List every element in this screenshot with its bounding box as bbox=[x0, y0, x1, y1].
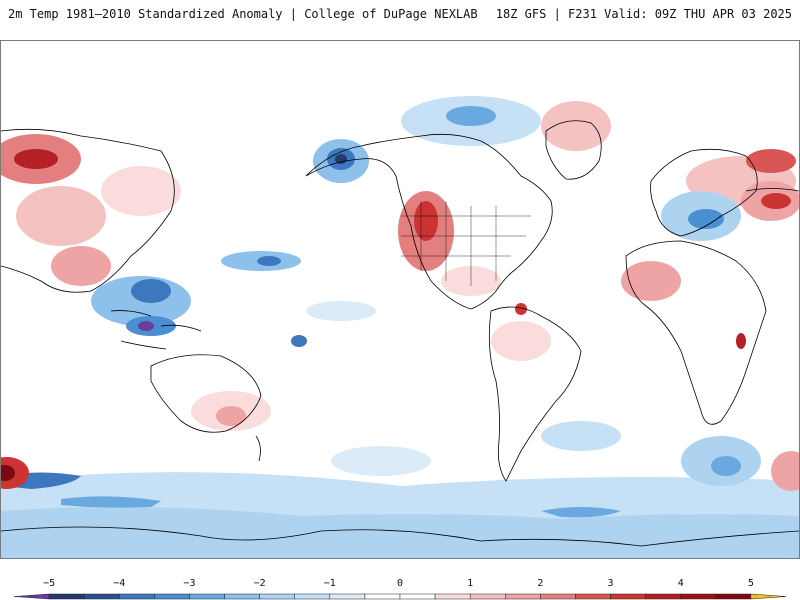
europe-coast bbox=[650, 148, 758, 237]
us-state-borders bbox=[401, 201, 531, 286]
colorbar-tick-label: −5 bbox=[43, 578, 55, 589]
far-east-warm-core bbox=[746, 149, 796, 173]
colorbar-swatch bbox=[13, 593, 50, 600]
borneo-cold-core bbox=[138, 321, 154, 331]
colorbar-swatch bbox=[119, 593, 155, 600]
colorbar-swatch bbox=[154, 593, 190, 600]
colorbar-swatch bbox=[715, 593, 752, 600]
colorbar-tick-label: 3 bbox=[608, 578, 614, 589]
asia-coast bbox=[1, 128, 175, 293]
gulf-alaska-cold-center bbox=[335, 154, 347, 164]
siberia-warm-core bbox=[14, 149, 58, 169]
coastlines bbox=[1, 120, 799, 547]
colorbar-swatch bbox=[224, 593, 260, 600]
europe-cold-core bbox=[688, 209, 724, 229]
tasman-warm-core bbox=[216, 406, 246, 426]
venezuela-warm-spot bbox=[515, 303, 527, 315]
north-america-coast bbox=[305, 133, 553, 310]
map-title: 2m Temp 1981–2010 Standardized Anomaly |… bbox=[8, 7, 478, 21]
greenland-warm bbox=[541, 101, 611, 151]
colorbar-swatch bbox=[83, 593, 120, 600]
colorbar-swatch bbox=[469, 593, 506, 600]
colorbar-swatch bbox=[364, 593, 401, 600]
canada-cold-core bbox=[446, 106, 496, 126]
indonesia-islands bbox=[110, 310, 202, 350]
colorbar-swatch bbox=[750, 593, 787, 600]
anomaly-shading bbox=[1, 96, 799, 558]
colorbar-legend: −5 −4 −3 −2 −1 0 1 2 3 4 5 bbox=[0, 565, 800, 600]
colorbar-swatch bbox=[294, 593, 331, 600]
colorbar-swatch bbox=[610, 593, 646, 600]
western-us-warm-core bbox=[414, 201, 438, 241]
colorbar-tick-label: −1 bbox=[324, 578, 336, 589]
southeast-warm bbox=[771, 451, 799, 491]
southern-ocean-cold bbox=[541, 421, 621, 451]
new-zealand-coast bbox=[255, 435, 261, 462]
colorbar-swatch bbox=[329, 593, 366, 600]
indian-ocean-cold-core bbox=[711, 456, 741, 476]
colorbar-swatch bbox=[48, 593, 85, 600]
indonesia-cold-core bbox=[131, 279, 171, 303]
colorbar-tick-label: 1 bbox=[467, 578, 473, 589]
colorbar-swatch bbox=[259, 593, 295, 600]
map-canvas bbox=[1, 96, 799, 558]
colorbar-swatch bbox=[680, 593, 717, 600]
south-america-warm bbox=[491, 321, 551, 361]
colorbar-tick-label: −3 bbox=[183, 578, 195, 589]
colorbar-swatches bbox=[13, 593, 787, 600]
middle-east-coast bbox=[745, 188, 799, 192]
central-asia-warm bbox=[16, 186, 106, 246]
antarctica-coast bbox=[1, 526, 799, 547]
colorbar-swatch bbox=[189, 593, 225, 600]
colorbar-svg: −5 −4 −3 −2 −1 0 1 2 3 4 5 bbox=[13, 578, 787, 600]
anomaly-map bbox=[0, 40, 800, 559]
colorbar-ticks: −5 −4 −3 −2 −1 0 1 2 3 4 5 bbox=[43, 578, 754, 589]
model-run-info: 18Z GFS | F231 Valid: 09Z THU APR 03 202… bbox=[495, 7, 792, 21]
antarctic-cold-band-deep bbox=[1, 507, 799, 558]
colorbar-tick-label: −4 bbox=[113, 578, 125, 589]
colorbar-swatch bbox=[540, 593, 576, 600]
australia-coast bbox=[150, 354, 262, 433]
colorbar-swatch bbox=[434, 593, 471, 600]
pacific-cold-streak-core bbox=[257, 256, 281, 266]
north-africa-warm bbox=[621, 261, 681, 301]
himalaya-warm bbox=[51, 246, 111, 286]
colorbar-swatch bbox=[399, 593, 436, 600]
africa-coast bbox=[625, 240, 767, 425]
header: 2m Temp 1981–2010 Standardized Anomaly |… bbox=[0, 0, 800, 30]
greenland-coast bbox=[545, 120, 602, 180]
colorbar-tick-label: 0 bbox=[397, 578, 403, 589]
central-pacific-cold bbox=[306, 301, 376, 321]
colorbar-tick-label: 4 bbox=[678, 578, 684, 589]
south-pacific-cold-spot bbox=[291, 335, 307, 347]
arabia-warm-core bbox=[761, 193, 791, 209]
colorbar-tick-label: 5 bbox=[748, 578, 754, 589]
east-asia-warm bbox=[101, 166, 181, 216]
south-pacific-cold bbox=[331, 446, 431, 476]
colorbar-tick-label: −2 bbox=[254, 578, 266, 589]
southwest-pacific-warm-core bbox=[1, 465, 15, 481]
colorbar-tick-label: 2 bbox=[537, 578, 543, 589]
south-america-coast bbox=[488, 306, 582, 482]
east-africa-spot bbox=[736, 333, 746, 349]
colorbar-swatch bbox=[505, 593, 541, 600]
colorbar-swatch bbox=[575, 593, 611, 600]
antarctic-cold-core-3 bbox=[541, 507, 621, 518]
colorbar-swatch bbox=[645, 593, 681, 600]
antarctic-cold-core-2 bbox=[61, 496, 161, 508]
